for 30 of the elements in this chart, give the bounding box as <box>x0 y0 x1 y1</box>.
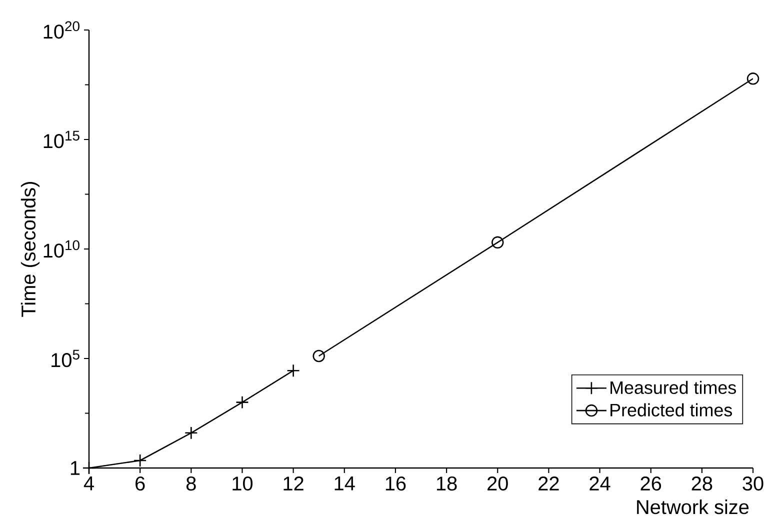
x-tick-label: 18 <box>436 476 457 491</box>
x-tick-label: 22 <box>538 476 559 490</box>
x-tick-label: 28 <box>692 476 712 491</box>
x-axis-title: Network size <box>637 500 749 514</box>
x-tick-label: 30 <box>742 476 764 491</box>
x-tick-label: 8 <box>186 476 196 491</box>
point <box>312 350 325 362</box>
legend-label: Measured times <box>610 380 736 394</box>
x-tick-label: 4 <box>84 476 94 490</box>
y-axis-title: Time (seconds) <box>20 182 40 317</box>
y-tick-label: 10$^{10}$ <box>44 240 80 258</box>
point <box>133 454 147 468</box>
y-tick-label: 10$^{15}$ <box>44 130 80 148</box>
x-tick-label: 20 <box>488 476 508 491</box>
point <box>184 426 198 440</box>
y-tick-label: 1 <box>70 461 80 475</box>
x-tick-label: 12 <box>284 476 304 490</box>
x-tick-label: 26 <box>640 476 662 491</box>
y-tick-label: 10$^{20}$ <box>44 21 80 39</box>
x-tick-label: 16 <box>386 476 406 491</box>
x-tick-label: 10 <box>232 476 253 491</box>
point <box>491 236 504 249</box>
legend-label: Predicted times <box>610 403 732 416</box>
y-tick-label: 10$^{5}$ <box>52 350 80 368</box>
point <box>236 396 249 409</box>
x-tick-label: 6 <box>136 476 145 491</box>
x-tick-label: 24 <box>590 476 610 490</box>
point <box>746 72 760 85</box>
x-tick-label: 14 <box>334 476 355 490</box>
point <box>286 364 300 378</box>
